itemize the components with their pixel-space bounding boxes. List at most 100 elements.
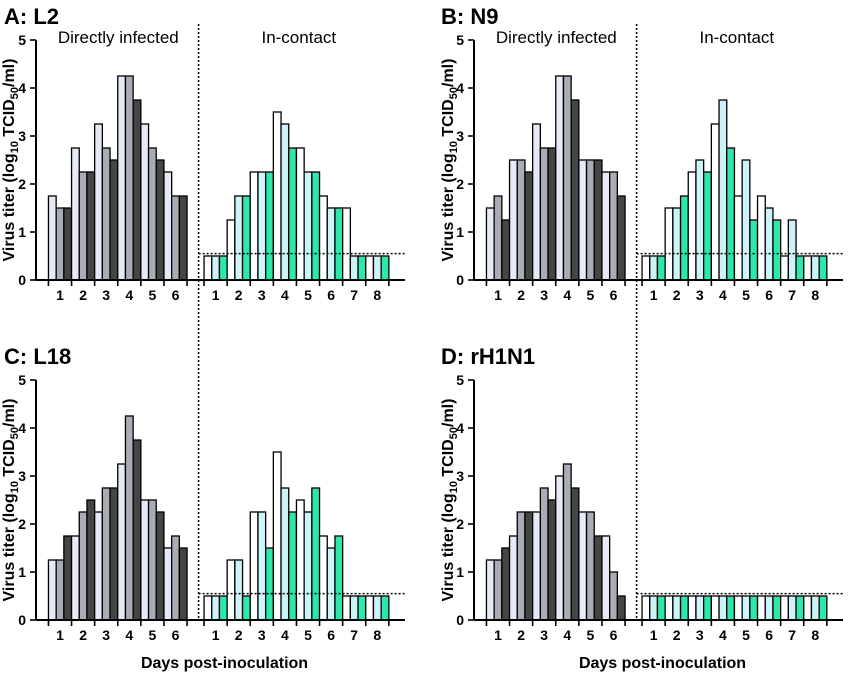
y-axis-title-part: Virus titer (log [440,493,457,601]
x-tick-label: 3 [696,287,704,303]
x-tick-label: 5 [149,287,157,303]
contact-bar [234,195,244,281]
contact-bar [218,595,228,621]
x-tick-label: 2 [235,287,243,303]
direct-bar [109,487,119,621]
direct-bar [601,535,611,621]
direct-bar [70,147,80,281]
contact-bar [787,595,797,621]
contact-bar [810,595,820,621]
x-tick-label: 5 [742,287,750,303]
contact-bar [264,547,274,621]
x-tick-label: 5 [742,627,750,643]
x-tick-label: 6 [172,287,180,303]
x-tick-label: 1 [494,627,502,643]
x-tick-label: 7 [788,287,796,303]
contact-bar [664,207,674,281]
contact-bar [211,255,221,281]
y-tick-label: 1 [456,224,464,240]
contact-bar [795,255,805,281]
direct-bar [609,171,619,281]
contact-bar [733,595,743,621]
contact-bar [318,195,328,281]
contact-bar [641,595,651,621]
contact-bar [764,207,774,281]
direct-bar [47,559,57,621]
panel-title: B: N9 [441,4,498,29]
direct-bar [55,207,65,281]
y-axis-title: Virus titer (log10 TCID50/ml) [1,399,21,602]
y-tick-label: 5 [456,372,464,388]
direct-bar [178,547,188,621]
direct-bar [570,487,580,621]
direct-bar [86,499,96,621]
direct-bar [147,147,157,281]
contact-bar [218,255,228,281]
x-tick-label: 5 [304,627,312,643]
x-tick-label: 6 [327,627,335,643]
group-label-contact: In-contact [699,28,774,47]
direct-bar [555,475,565,621]
x-tick-label: 3 [258,287,266,303]
x-tick-label: 4 [563,627,571,643]
direct-bar [140,499,150,621]
y-tick-label: 0 [18,612,26,628]
direct-bar [616,195,626,281]
direct-bar [155,159,165,281]
y-tick-label: 0 [456,272,464,288]
x-tick-label: 8 [373,287,381,303]
direct-bar [493,559,503,621]
y-axis-title-part: 10 [9,481,21,493]
direct-bar [170,535,180,621]
x-tick-label: 2 [517,627,525,643]
contact-bar [234,559,244,621]
contact-bar [303,511,313,621]
direct-bar [539,487,549,621]
direct-bar [124,75,134,281]
direct-bar [94,511,104,621]
contact-bar [341,595,351,621]
contact-bar [357,595,367,621]
contact-bar [780,595,790,621]
contact-bar [203,595,213,621]
x-tick-label: 8 [373,627,381,643]
contact-bar [272,451,282,621]
direct-bar [593,535,603,621]
y-axis-title-part: 50 [448,87,460,99]
contact-bar [687,595,697,621]
y-tick-label: 1 [456,564,464,580]
contact-bar [695,595,705,621]
x-tick-label: 1 [494,287,502,303]
direct-bar [501,219,511,281]
contact-bar [241,595,251,621]
direct-bar [78,511,88,621]
y-axis-title-part: /ml) [440,59,457,87]
x-tick-label: 5 [149,627,157,643]
direct-bar [140,123,150,281]
contact-bar [787,219,797,281]
y-tick-label: 1 [18,564,26,580]
y-tick-label: 4 [456,420,464,436]
x-tick-label: 4 [281,287,289,303]
contact-bar [803,255,813,281]
contact-bar [749,219,759,281]
x-tick-label: 4 [719,627,727,643]
direct-bar [485,559,495,621]
x-tick-label: 4 [719,287,727,303]
direct-bar [516,511,526,621]
x-tick-label: 5 [304,287,312,303]
y-tick-label: 0 [456,612,464,628]
y-axis-title-part: /ml) [1,399,18,427]
x-tick-label: 4 [281,627,289,643]
direct-bar [109,159,119,281]
x-tick-label: 1 [56,287,64,303]
contact-bar [249,171,259,281]
contact-bar [264,171,274,281]
panel-title: C: L18 [4,344,71,369]
direct-bar [570,99,580,281]
contact-bar [703,171,713,281]
y-axis-title: Virus titer (log10 TCID50/ml) [440,399,460,602]
x-tick-label: 2 [517,287,525,303]
